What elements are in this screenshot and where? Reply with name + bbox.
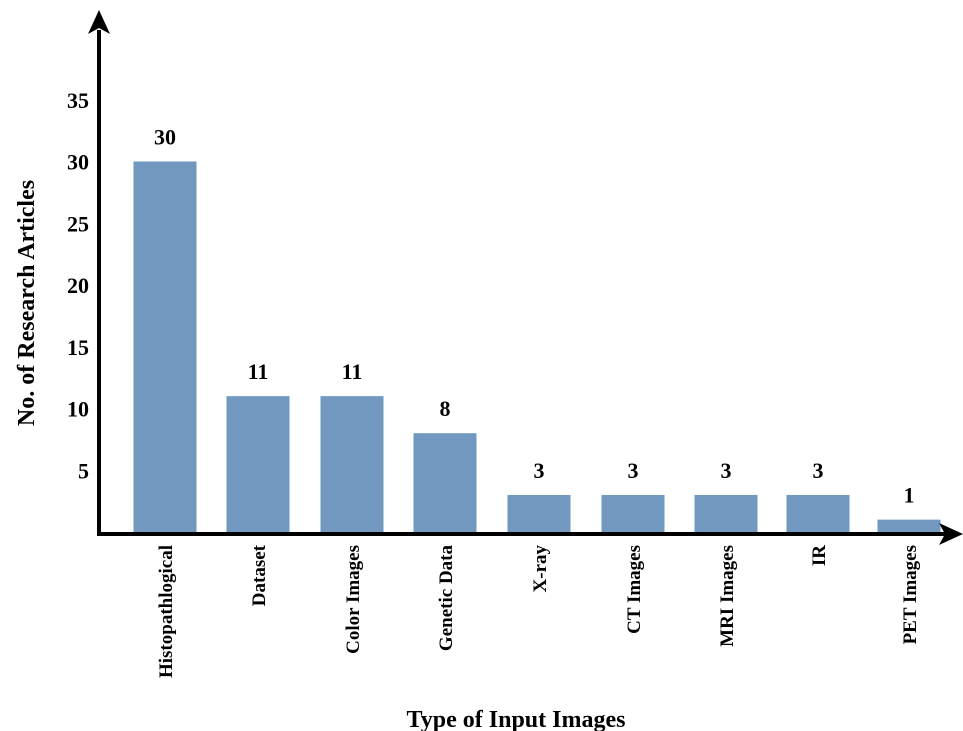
data-label-0: 30 (154, 125, 176, 150)
y-tick-label-6: 35 (67, 88, 89, 113)
category-label-6: MRI Images (717, 545, 738, 647)
bar-3 (413, 433, 477, 532)
category-label-2: Color Images (343, 545, 364, 654)
y-tick-label-5: 30 (67, 150, 89, 175)
category-label-3: Genetic Data (436, 545, 457, 652)
x-axis-arrowhead (939, 523, 963, 545)
data-label-7: 3 (813, 458, 824, 483)
y-tick-label-2: 15 (67, 335, 89, 360)
data-labels: 30 11 11 8 3 3 3 3 1 (154, 125, 915, 508)
bar-2 (320, 396, 384, 532)
data-label-4: 3 (534, 458, 545, 483)
data-label-2: 11 (342, 359, 363, 384)
axes-group (88, 10, 963, 545)
bar-5 (601, 494, 665, 532)
y-tick-label-1: 10 (67, 397, 89, 422)
data-label-6: 3 (721, 458, 732, 483)
bar-0 (133, 161, 197, 532)
y-axis-arrowhead (88, 10, 110, 34)
bar-8 (877, 519, 941, 532)
category-labels: Histopathlogical Dataset Color Images Genet… (156, 544, 921, 678)
category-label-7: IR (809, 545, 830, 566)
category-label-4: X-ray (530, 545, 551, 593)
bar-7 (786, 494, 850, 532)
bar-1 (226, 396, 290, 532)
data-label-5: 3 (628, 458, 639, 483)
category-label-8: PET Images (900, 545, 921, 644)
data-label-3: 8 (440, 396, 451, 421)
category-label-0: Histopathlogical (156, 545, 177, 678)
data-label-1: 11 (248, 359, 269, 384)
bar-6 (694, 494, 758, 532)
category-label-1: Dataset (249, 544, 270, 606)
bar-4 (507, 494, 571, 532)
y-tick-label-3: 20 (67, 273, 89, 298)
y-tick-labels: 5 10 15 20 25 30 35 (67, 88, 89, 484)
category-label-5: CT Images (624, 545, 645, 634)
bars-group (133, 161, 941, 532)
x-axis-title: Type of Input Images (407, 707, 626, 731)
y-axis-title: No. of Research Articles (14, 180, 40, 426)
data-label-8: 1 (904, 483, 915, 508)
y-tick-label-0: 5 (78, 458, 89, 483)
y-tick-label-4: 25 (67, 211, 89, 236)
